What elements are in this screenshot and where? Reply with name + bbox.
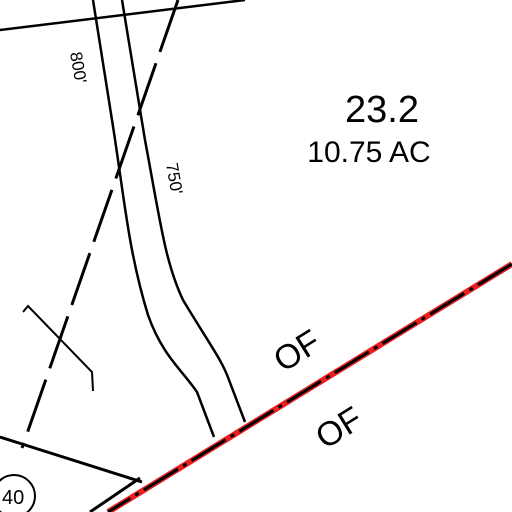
road-right-edge [120, 0, 247, 423]
dimension-label-750: 750' [162, 161, 186, 195]
parcel-area-label: 10.75 AC [307, 136, 430, 169]
adjacent-parcel-id: 40 [2, 487, 24, 509]
road-left-edge [91, 0, 216, 438]
break-symbol [22, 304, 94, 392]
boundary-label-upper: OF [267, 323, 327, 380]
boundary-underline [89, 476, 141, 512]
boundary-label-lower: OF [309, 400, 369, 457]
parcel-id-label: 23.2 [345, 89, 419, 131]
highlight-boundary [106, 261, 512, 512]
adjacent-parcel-marker: 40 [0, 474, 36, 512]
dashed-lot-line [20, 0, 180, 449]
lot-line-left-stub [0, 435, 23, 446]
top-boundary-line [0, 0, 246, 32]
dimension-label-800: 800' [66, 50, 90, 84]
lot-line-to-boundary [21, 442, 143, 484]
